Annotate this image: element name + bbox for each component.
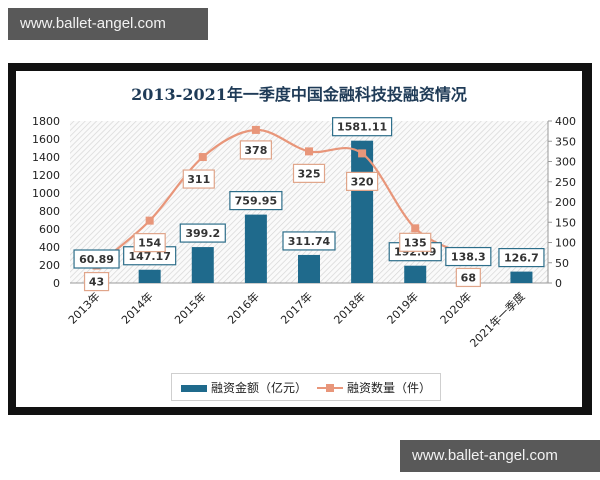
bar-value-label: [445, 246, 492, 267]
chart-area: 2013-2021年一季度中国金融科技投融资情况 0 200 400 600 800 10…: [16, 71, 582, 407]
y-left-tick: 800: [39, 205, 60, 218]
line-marker: [198, 153, 207, 162]
line-value-label: [133, 233, 166, 253]
y-right-tick: 350: [555, 135, 576, 148]
bar: [191, 247, 214, 283]
svg-text:126.7: 126.7: [504, 252, 539, 265]
bar: [510, 271, 533, 283]
bar-value-label: [332, 117, 393, 137]
line-marker: [305, 147, 313, 156]
y-left-tick: 1200: [32, 169, 60, 182]
line-value-label: [455, 267, 481, 288]
svg-text:399.2: 399.2: [185, 227, 220, 240]
y-right-tick: 50: [555, 257, 569, 270]
svg-text:43: 43: [89, 276, 104, 289]
svg-text:378: 378: [244, 144, 267, 157]
bar-value-label: [498, 247, 545, 268]
y-right-tick: 150: [555, 216, 576, 229]
line-value-label: [346, 171, 379, 192]
svg-text:759.95: 759.95: [235, 195, 277, 208]
x-tick: 2015年: [171, 289, 208, 326]
y-right-tick: 250: [555, 176, 576, 189]
svg-text:311.74: 311.74: [288, 235, 331, 248]
y-left-tick: 1800: [32, 115, 60, 128]
svg-text:1581.11: 1581.11: [337, 121, 387, 134]
line-value-label: [292, 163, 326, 183]
line-value-label: [83, 271, 110, 292]
line-marker: [145, 216, 154, 225]
y-left-tick: 600: [39, 223, 60, 236]
bar: [244, 214, 267, 283]
x-tick: 2019年: [384, 289, 421, 326]
watermark-bottom: www.ballet-angel.com: [400, 440, 600, 472]
line-value-label: [182, 169, 215, 189]
y-left-tick: 400: [39, 241, 60, 254]
line-marker: [358, 149, 367, 158]
bar-value-label: [179, 223, 226, 243]
y-left-tick: 1600: [32, 133, 60, 146]
y-left-tick: 200: [39, 259, 60, 272]
chart-frame: 2013-2021年一季度中国金融科技投融资情况 0 200 400 600 800 10…: [8, 63, 592, 415]
x-tick: 2018年: [331, 289, 368, 326]
x-tick: 2016年: [225, 289, 262, 326]
svg-text:135: 135: [404, 236, 427, 249]
svg-text:147.17: 147.17: [128, 250, 170, 263]
bar-value-label: [73, 249, 120, 269]
x-tick: 2021年一季度: [467, 289, 528, 350]
line-marker: [411, 224, 420, 233]
svg-text:325: 325: [298, 167, 321, 180]
y-right-tick: 400: [555, 115, 576, 128]
x-tick: 2014年: [118, 289, 155, 326]
svg-text:138.3: 138.3: [451, 251, 486, 264]
x-tick: 2013年: [65, 289, 102, 326]
chart-title: 2013-2021年一季度中国金融科技投融资情况: [131, 85, 467, 104]
line-marker: [251, 125, 260, 134]
y-right-tick: 100: [555, 237, 576, 250]
line-value-label: [239, 140, 272, 160]
legend-item-count: 融资数量（件）: [317, 379, 431, 396]
y-left-tick: 1000: [32, 187, 60, 200]
bar-swatch-icon: [180, 384, 207, 392]
y-left-tick: 0: [53, 277, 60, 290]
svg-text:320: 320: [351, 175, 374, 188]
bar: [404, 265, 427, 283]
x-tick: 2017年: [278, 289, 315, 326]
y-left-tick: 1400: [32, 151, 60, 164]
svg-text:154: 154: [138, 237, 161, 250]
line-marker-icon: [317, 384, 343, 392]
x-tick: 2020年: [437, 289, 474, 326]
legend-item-amount: 融资金额（亿元）: [180, 379, 307, 396]
bar-value-label: [282, 231, 336, 251]
line-value-label: [399, 232, 432, 252]
svg-text:68: 68: [461, 271, 476, 284]
watermark-top: www.ballet-angel.com: [8, 8, 208, 40]
bar-value-label: [229, 191, 283, 211]
y-right-tick: 200: [555, 196, 576, 209]
y-right-tick: 300: [555, 156, 576, 169]
chart-canvas: 0 200 400 600 800 1000 1200 1400 1600 1800 0 50 100 1…: [32, 115, 576, 350]
bar: [298, 254, 320, 283]
svg-text:60.89: 60.89: [79, 253, 114, 266]
y-right-tick: 0: [555, 277, 562, 290]
bar: [138, 269, 161, 283]
svg-text:311: 311: [187, 173, 210, 186]
chart-legend: 融资金额（亿元） 融资数量（件）: [171, 373, 441, 401]
